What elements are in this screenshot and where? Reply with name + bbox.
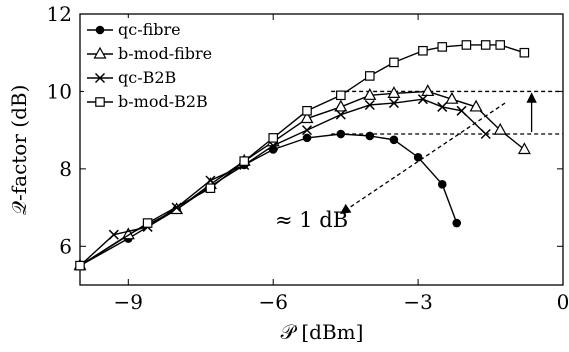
data-point	[142, 218, 153, 228]
data-point	[456, 105, 467, 116]
data-point	[336, 129, 346, 139]
data-point	[108, 229, 119, 240]
data-point	[365, 71, 375, 81]
legend-entry: qc-B2B	[87, 68, 176, 87]
legend: qc-fibre b-mod-fibre qc-B2B b-mod-B2B	[84, 18, 264, 118]
data-point	[480, 40, 491, 50]
data-point	[239, 156, 250, 166]
data-point	[268, 133, 278, 143]
data-point	[418, 45, 428, 56]
y-tick-label: 12	[47, 2, 72, 26]
data-point	[95, 97, 105, 107]
data-point	[437, 180, 447, 189]
data-point	[364, 99, 375, 111]
data-point	[452, 218, 462, 228]
axis-tick-labels: −9 −6 −3 0 6 8 10 12	[47, 2, 569, 314]
data-series	[73, 40, 531, 271]
series-line	[79, 98, 487, 267]
data-point	[437, 101, 448, 112]
data-point	[387, 86, 401, 98]
data-point	[302, 133, 312, 143]
legend-entry: b-mod-fibre	[87, 44, 212, 63]
legend-label: b-mod-fibre	[118, 44, 212, 63]
data-point	[519, 47, 530, 58]
legend-entry: qc-fibre	[87, 20, 181, 39]
y-tick-label: 8	[59, 157, 72, 181]
annotations: ≈ 1 dB	[275, 90, 563, 232]
x-tick-label: −3	[403, 290, 432, 314]
data-point	[461, 40, 472, 50]
data-point	[413, 152, 423, 162]
legend-label: qc-B2B	[118, 68, 176, 87]
plot-frame	[79, 13, 564, 286]
diagonal-arrow	[339, 102, 506, 214]
series-qc-B2B	[74, 94, 491, 271]
data-point	[493, 122, 507, 135]
series-b-mod-B2B	[75, 40, 530, 271]
data-point	[334, 99, 348, 112]
data-point	[445, 91, 459, 104]
data-point	[480, 128, 491, 140]
data-point	[363, 88, 377, 100]
data-point	[388, 98, 399, 109]
x-axis-label: 𝒫 [dBm]	[281, 320, 364, 344]
y-tick-label: 6	[59, 234, 72, 258]
data-point	[437, 42, 448, 52]
x-tick-label: −9	[114, 290, 143, 314]
data-point	[417, 94, 428, 105]
series-qc-fibre	[75, 129, 462, 270]
data-point	[300, 111, 314, 124]
data-point	[94, 72, 106, 84]
data-point	[205, 183, 216, 194]
data-point	[421, 84, 435, 97]
data-point	[389, 135, 399, 145]
y-axis-label: 𝒬-factor (dB)	[7, 85, 31, 216]
annotation-label: ≈ 1 dB	[275, 208, 348, 232]
data-point	[301, 125, 313, 136]
data-point	[302, 105, 312, 116]
data-point	[365, 131, 375, 141]
x-tick-label: −6	[258, 290, 287, 314]
data-point	[93, 46, 107, 59]
y-tick-label: 10	[47, 79, 72, 103]
data-point	[336, 90, 346, 101]
data-point	[389, 57, 399, 68]
data-point	[95, 25, 105, 35]
data-point	[75, 260, 85, 271]
data-point	[495, 40, 506, 50]
legend-box	[84, 18, 264, 118]
legend-label: b-mod-B2B	[118, 92, 208, 111]
data-point	[469, 99, 483, 112]
data-point	[517, 142, 531, 155]
legend-label: qc-fibre	[118, 20, 181, 39]
legend-entry: b-mod-B2B	[87, 92, 208, 111]
x-tick-label: 0	[557, 290, 569, 314]
data-point	[335, 109, 346, 120]
series-line	[79, 133, 458, 267]
axis-ticks	[80, 13, 564, 285]
